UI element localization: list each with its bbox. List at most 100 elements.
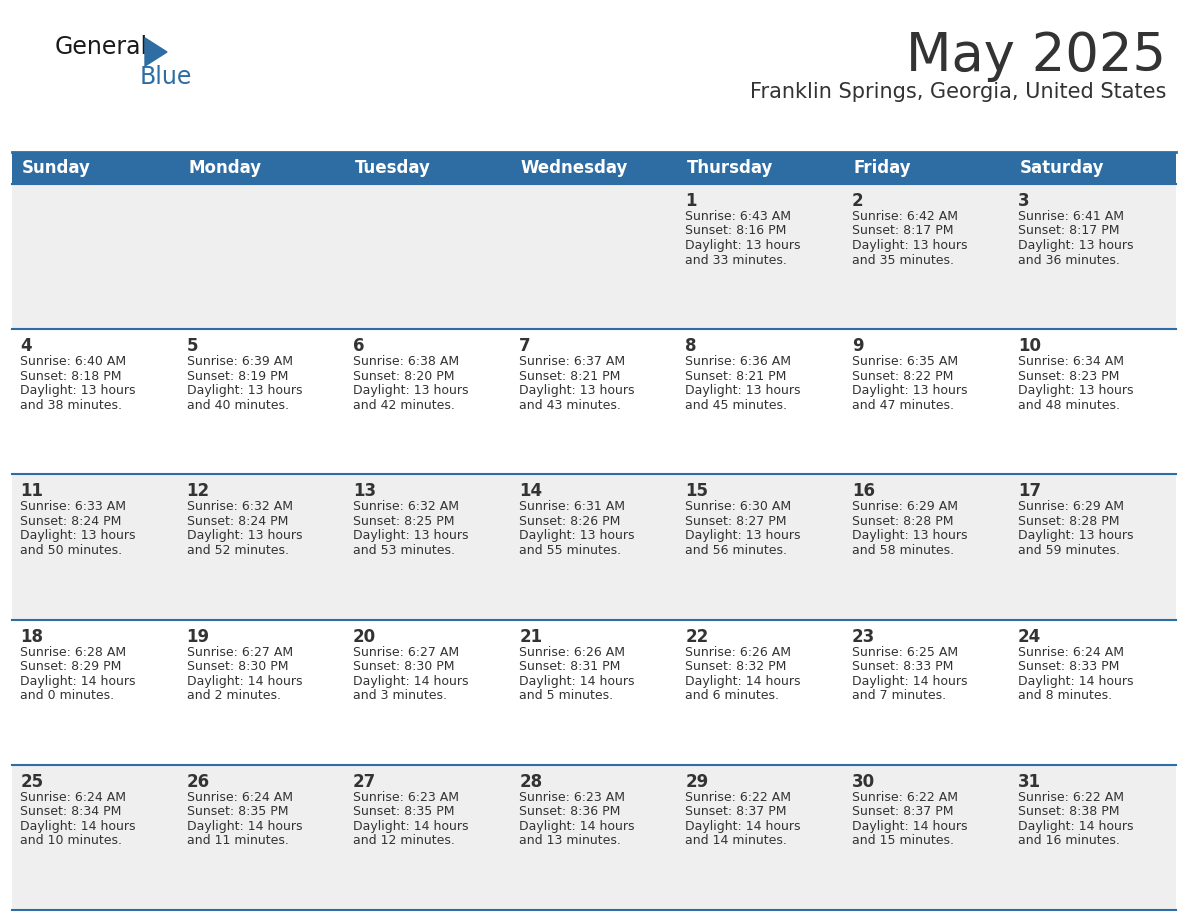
Text: Daylight: 13 hours: Daylight: 13 hours [1018, 385, 1133, 397]
Text: Sunset: 8:37 PM: Sunset: 8:37 PM [685, 805, 786, 818]
Text: Sunset: 8:38 PM: Sunset: 8:38 PM [1018, 805, 1119, 818]
Text: and 56 minutes.: and 56 minutes. [685, 543, 788, 557]
Text: Sunrise: 6:26 AM: Sunrise: 6:26 AM [519, 645, 625, 658]
Text: 10: 10 [1018, 337, 1041, 355]
Text: Sunset: 8:28 PM: Sunset: 8:28 PM [1018, 515, 1119, 528]
Bar [1010, 475, 1176, 620]
Text: Sunset: 8:36 PM: Sunset: 8:36 PM [519, 805, 620, 818]
Text: Sunset: 8:29 PM: Sunset: 8:29 PM [20, 660, 121, 673]
Text: Daylight: 13 hours: Daylight: 13 hours [353, 530, 468, 543]
Text: Daylight: 13 hours: Daylight: 13 hours [685, 239, 801, 252]
Text: Saturday: Saturday [1019, 159, 1104, 177]
Text: Sunrise: 6:25 AM: Sunrise: 6:25 AM [852, 645, 958, 658]
Bar [511, 620, 677, 765]
Text: and 38 minutes.: and 38 minutes. [20, 398, 122, 411]
Text: Daylight: 13 hours: Daylight: 13 hours [519, 385, 634, 397]
Text: and 12 minutes.: and 12 minutes. [353, 834, 455, 847]
Text: 24: 24 [1018, 628, 1041, 645]
Text: and 50 minutes.: and 50 minutes. [20, 543, 122, 557]
Text: Sunset: 8:25 PM: Sunset: 8:25 PM [353, 515, 454, 528]
Text: Daylight: 14 hours: Daylight: 14 hours [187, 675, 302, 688]
Text: Sunrise: 6:36 AM: Sunrise: 6:36 AM [685, 355, 791, 368]
Text: and 36 minutes.: and 36 minutes. [1018, 253, 1120, 266]
Text: and 5 minutes.: and 5 minutes. [519, 689, 613, 702]
Text: Sunrise: 6:28 AM: Sunrise: 6:28 AM [20, 645, 126, 658]
Text: 1: 1 [685, 192, 697, 210]
Text: Daylight: 13 hours: Daylight: 13 hours [852, 385, 967, 397]
Polygon shape [145, 38, 168, 66]
Text: Sunrise: 6:24 AM: Sunrise: 6:24 AM [1018, 645, 1124, 658]
Text: and 13 minutes.: and 13 minutes. [519, 834, 621, 847]
Text: 22: 22 [685, 628, 709, 645]
Bar [843, 475, 1010, 620]
Text: and 45 minutes.: and 45 minutes. [685, 398, 788, 411]
Bar [345, 765, 511, 910]
Text: and 6 minutes.: and 6 minutes. [685, 689, 779, 702]
Bar [677, 620, 843, 765]
Text: and 40 minutes.: and 40 minutes. [187, 398, 289, 411]
Text: Sunset: 8:20 PM: Sunset: 8:20 PM [353, 370, 454, 383]
Text: Daylight: 13 hours: Daylight: 13 hours [685, 530, 801, 543]
Text: Sunrise: 6:29 AM: Sunrise: 6:29 AM [1018, 500, 1124, 513]
Text: 25: 25 [20, 773, 44, 790]
Text: and 8 minutes.: and 8 minutes. [1018, 689, 1112, 702]
Bar [511, 765, 677, 910]
Text: 29: 29 [685, 773, 709, 790]
Text: Sunset: 8:30 PM: Sunset: 8:30 PM [353, 660, 454, 673]
Text: Sunrise: 6:29 AM: Sunrise: 6:29 AM [852, 500, 958, 513]
Text: Daylight: 13 hours: Daylight: 13 hours [852, 239, 967, 252]
Text: and 10 minutes.: and 10 minutes. [20, 834, 122, 847]
Text: Daylight: 13 hours: Daylight: 13 hours [20, 385, 135, 397]
Bar [511, 152, 677, 184]
Text: Sunset: 8:31 PM: Sunset: 8:31 PM [519, 660, 620, 673]
Text: and 55 minutes.: and 55 minutes. [519, 543, 621, 557]
Text: Sunset: 8:17 PM: Sunset: 8:17 PM [852, 225, 953, 238]
Text: Daylight: 13 hours: Daylight: 13 hours [519, 530, 634, 543]
Text: Daylight: 14 hours: Daylight: 14 hours [1018, 820, 1133, 833]
Bar [511, 330, 677, 475]
Bar [178, 330, 345, 475]
Text: 20: 20 [353, 628, 377, 645]
Text: and 16 minutes.: and 16 minutes. [1018, 834, 1120, 847]
Text: Sunset: 8:34 PM: Sunset: 8:34 PM [20, 805, 121, 818]
Text: Daylight: 14 hours: Daylight: 14 hours [20, 820, 135, 833]
Bar [178, 184, 345, 330]
Text: 28: 28 [519, 773, 542, 790]
Text: Sunrise: 6:41 AM: Sunrise: 6:41 AM [1018, 210, 1124, 223]
Text: and 3 minutes.: and 3 minutes. [353, 689, 447, 702]
Text: and 59 minutes.: and 59 minutes. [1018, 543, 1120, 557]
Bar [178, 620, 345, 765]
Bar [843, 620, 1010, 765]
Text: 2: 2 [852, 192, 864, 210]
Text: Sunset: 8:21 PM: Sunset: 8:21 PM [519, 370, 620, 383]
Text: 8: 8 [685, 337, 697, 355]
Text: 21: 21 [519, 628, 542, 645]
Text: Sunrise: 6:32 AM: Sunrise: 6:32 AM [353, 500, 459, 513]
Text: 31: 31 [1018, 773, 1041, 790]
Text: Daylight: 14 hours: Daylight: 14 hours [685, 675, 801, 688]
Bar [677, 330, 843, 475]
Bar [12, 765, 178, 910]
Text: Sunrise: 6:23 AM: Sunrise: 6:23 AM [519, 790, 625, 804]
Text: Daylight: 13 hours: Daylight: 13 hours [187, 530, 302, 543]
Text: 27: 27 [353, 773, 377, 790]
Text: 15: 15 [685, 482, 708, 500]
Text: Sunset: 8:24 PM: Sunset: 8:24 PM [20, 515, 121, 528]
Text: Daylight: 13 hours: Daylight: 13 hours [685, 385, 801, 397]
Text: Sunrise: 6:27 AM: Sunrise: 6:27 AM [353, 645, 459, 658]
Bar [677, 765, 843, 910]
Text: Sunrise: 6:23 AM: Sunrise: 6:23 AM [353, 790, 459, 804]
Text: Friday: Friday [853, 159, 911, 177]
Text: Sunrise: 6:24 AM: Sunrise: 6:24 AM [187, 790, 292, 804]
Bar [345, 475, 511, 620]
Bar [843, 330, 1010, 475]
Text: Daylight: 14 hours: Daylight: 14 hours [20, 675, 135, 688]
Text: 12: 12 [187, 482, 210, 500]
Text: and 43 minutes.: and 43 minutes. [519, 398, 621, 411]
Text: 11: 11 [20, 482, 43, 500]
Text: and 0 minutes.: and 0 minutes. [20, 689, 114, 702]
Text: Sunrise: 6:35 AM: Sunrise: 6:35 AM [852, 355, 958, 368]
Text: 9: 9 [852, 337, 864, 355]
Text: Sunrise: 6:38 AM: Sunrise: 6:38 AM [353, 355, 459, 368]
Text: Sunset: 8:18 PM: Sunset: 8:18 PM [20, 370, 122, 383]
